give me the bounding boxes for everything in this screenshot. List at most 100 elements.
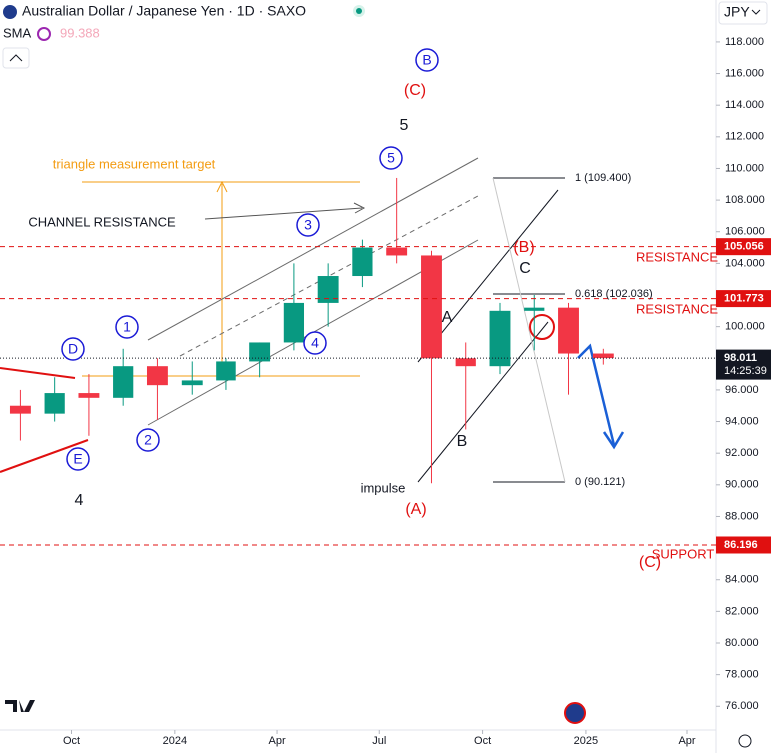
- wave-label: 2: [144, 432, 152, 448]
- x-tick-label: Apr: [268, 735, 285, 747]
- wave-label: B: [422, 52, 431, 68]
- wave-label: 4: [311, 335, 319, 351]
- fib-label: 1 (109.400): [575, 172, 631, 184]
- candle-body: [146, 366, 168, 386]
- price-label-box: [716, 238, 771, 256]
- y-tick-label: 106.000: [725, 226, 765, 238]
- price-label: 86.196: [724, 539, 758, 551]
- x-tick-label: Oct: [474, 735, 491, 747]
- annotation: RESISTANCE: [636, 249, 718, 264]
- candle-body: [44, 393, 65, 414]
- fib-diagonal: [492, 177, 566, 483]
- candle-body: [421, 255, 442, 359]
- annotation: (B): [513, 239, 534, 256]
- annotation: 4: [75, 492, 84, 509]
- annotation: C: [519, 260, 531, 277]
- wave-circle: [296, 213, 320, 237]
- flag-marker[interactable]: [564, 702, 586, 724]
- y-tick-label: 112.000: [725, 131, 764, 143]
- wave-label: 5: [387, 150, 395, 166]
- logo: [5, 700, 35, 712]
- triangle-line: [0, 439, 89, 473]
- y-tick-label: 100.000: [725, 321, 765, 333]
- projection-arrow: [577, 343, 616, 446]
- wave-circle: [415, 48, 439, 72]
- triangle-line: [0, 367, 76, 379]
- wave-circle: [379, 146, 403, 170]
- highlight-circle: [529, 314, 555, 340]
- wave-circle: [303, 331, 327, 355]
- y-tick-label: 82.000: [725, 605, 759, 617]
- price-label: 105.056: [724, 241, 764, 253]
- collapse-icon: [9, 54, 23, 62]
- candle-body: [352, 247, 373, 277]
- x-tick-label: Apr: [678, 735, 695, 747]
- wave-label: 3: [304, 217, 312, 233]
- indicator-name: SMA: [3, 25, 32, 40]
- y-tick-label: 76.000: [725, 700, 759, 712]
- y-tick-label: 96.000: [725, 384, 759, 396]
- y-tick-label: 104.000: [725, 257, 765, 269]
- price-label: 98.011: [724, 352, 757, 364]
- flag-icon: [3, 5, 17, 19]
- y-tick-label: 78.000: [725, 669, 759, 681]
- indicator-icon[interactable]: [37, 27, 51, 41]
- candle-body: [386, 247, 408, 256]
- candle-body: [489, 310, 511, 367]
- candle-body: [113, 366, 134, 398]
- price-label: 101.773: [724, 293, 764, 305]
- annotation: B: [457, 433, 468, 450]
- wave-circle: [66, 447, 90, 471]
- y-tick-label: 118.000: [725, 36, 764, 48]
- candle-body: [592, 353, 614, 359]
- y-tick-label: 108.000: [725, 194, 765, 206]
- price-label-box: [716, 536, 771, 554]
- indicator-value: 99.388: [60, 25, 100, 40]
- settings-icon[interactable]: [738, 734, 752, 748]
- y-tick-label: 110.000: [725, 162, 764, 174]
- annotation: impulse: [361, 480, 406, 495]
- y-tick-label: 116.000: [725, 67, 764, 79]
- candle-body: [283, 302, 305, 343]
- wedge-lower: [417, 321, 549, 483]
- annotation: A: [442, 309, 453, 326]
- annotation: (A): [405, 501, 426, 518]
- annotation: (C): [404, 82, 426, 99]
- drawings: [0, 157, 716, 546]
- callout-arrow: [204, 207, 363, 220]
- candle-body: [9, 405, 31, 414]
- x-tick-label: 2025: [574, 735, 598, 747]
- candle-body: [249, 342, 271, 362]
- candle-body: [216, 361, 236, 381]
- wave-circle: [115, 315, 139, 339]
- price-label-box: [716, 290, 771, 308]
- wave-label: D: [68, 341, 78, 357]
- annotation: SUPPORT: [652, 546, 715, 561]
- y-tick-label: 84.000: [725, 574, 759, 586]
- annotation: triangle measurement target: [53, 156, 216, 171]
- annotation: (C): [639, 554, 661, 571]
- y-tick-label: 80.000: [725, 637, 759, 649]
- candle-body: [455, 358, 476, 367]
- x-tick-label: 2024: [163, 735, 187, 747]
- price-label-box: [716, 349, 771, 380]
- fib-label: 0.618 (102.036): [575, 288, 653, 300]
- candle-body: [78, 393, 100, 398]
- y-tick-label: 94.000: [725, 415, 759, 427]
- channel-middle: [179, 195, 479, 357]
- wave-label: 1: [123, 319, 131, 335]
- y-tick-label: 114.000: [725, 99, 764, 111]
- collapse-button[interactable]: [2, 47, 30, 69]
- annotation: RESISTANCE: [636, 301, 718, 316]
- y-tick-label: 92.000: [725, 447, 759, 459]
- currency-button[interactable]: [718, 1, 768, 25]
- x-tick-label: Oct: [63, 735, 80, 747]
- candle-body: [181, 380, 203, 386]
- chart-title: Australian Dollar / Japanese Yen · 1D · …: [22, 3, 306, 19]
- y-tick-label: 88.000: [725, 510, 759, 522]
- annotation: 5: [400, 117, 409, 134]
- currency: JPY: [724, 4, 750, 20]
- wave-circle: [136, 428, 160, 452]
